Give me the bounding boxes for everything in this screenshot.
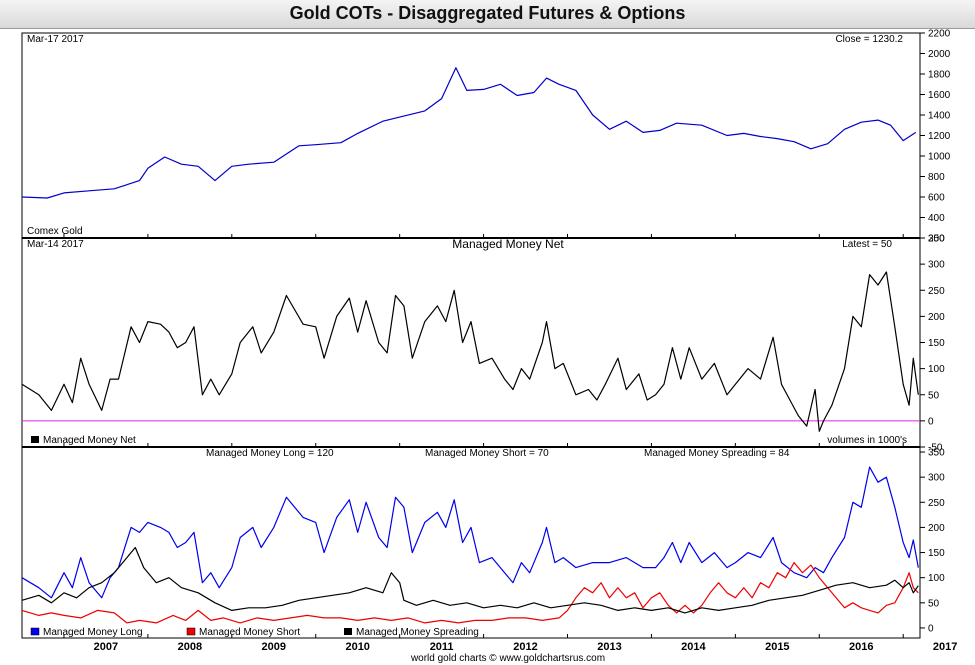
y-tick-label: 1200 xyxy=(928,131,951,142)
y-tick-label: 2000 xyxy=(928,49,951,60)
y-tick-label: 200 xyxy=(928,312,945,323)
price-instrument-label: Comex Gold xyxy=(27,226,83,237)
x-tick-label: 2007 xyxy=(94,641,118,653)
y-tick-label: 50 xyxy=(928,598,940,609)
y-tick-label: 50 xyxy=(928,390,940,401)
short-header: Managed Money Short = 70 xyxy=(425,448,549,459)
y-tick-label: 0 xyxy=(928,416,934,427)
price-panel xyxy=(21,32,921,239)
price-close-label: Close = 1230.2 xyxy=(835,34,903,45)
y-tick-label: 1400 xyxy=(928,111,951,122)
legend-label-spreading: Managed Money Spreading xyxy=(356,627,479,638)
y-tick-label: 250 xyxy=(928,498,945,509)
managed-money-net-line xyxy=(21,271,919,432)
volume-unit-label: volumes in 1000's xyxy=(827,435,907,446)
x-tick-label: 2008 xyxy=(178,641,202,653)
net-latest-label: Latest = 50 xyxy=(842,239,892,250)
legend-label-long: Managed Money Long xyxy=(43,627,143,638)
x-tick-label: 2010 xyxy=(345,641,369,653)
footer-credit: world gold charts © www.goldchartsrus.co… xyxy=(410,653,605,664)
legend-swatch-spreading xyxy=(344,628,352,635)
x-tick-label: 2015 xyxy=(765,641,789,653)
chart-title: Gold COTs - Disaggregated Futures & Opti… xyxy=(289,3,686,23)
y-tick-label: 300 xyxy=(928,260,945,271)
y-tick-label: 800 xyxy=(928,172,945,183)
y-tick-label: 100 xyxy=(928,573,945,584)
net-panel xyxy=(21,237,921,448)
x-tick-label: 2013 xyxy=(597,641,621,653)
y-tick-label: 300 xyxy=(928,473,945,484)
legend-label-short: Managed Money Short xyxy=(199,627,300,638)
price-date-label: Mar-17 2017 xyxy=(27,34,84,45)
x-tick-label: 2011 xyxy=(430,641,454,653)
managed-money-long-line xyxy=(21,466,919,599)
x-tick-label: 2016 xyxy=(849,641,873,653)
y-tick-label: 400 xyxy=(928,213,945,224)
spreading-header: Managed Money Spreading = 84 xyxy=(644,448,790,459)
legend-swatch-short xyxy=(186,627,196,636)
y-tick-label: 1600 xyxy=(928,90,951,101)
y-tick-label: 350 xyxy=(928,234,945,245)
y-tick-label: 200 xyxy=(928,234,945,245)
managed-money-short-line xyxy=(21,562,919,624)
x-tick-label: 2014 xyxy=(681,641,706,653)
managed-money-spreading-line xyxy=(21,546,919,614)
y-tick-label: 1800 xyxy=(928,70,951,81)
x-tick-label: 2012 xyxy=(513,641,537,653)
net-panel-title: Managed Money Net xyxy=(452,237,564,251)
y-tick-label: -50 xyxy=(928,443,943,454)
x-tick-label: 2017 xyxy=(933,641,957,653)
y-tick-label: 600 xyxy=(928,193,945,204)
legend-label-net: Managed Money Net xyxy=(43,435,136,446)
y-tick-label: 200 xyxy=(928,523,945,534)
y-tick-label: 1000 xyxy=(928,152,951,163)
components-panel xyxy=(21,446,921,639)
x-tick-label: 2009 xyxy=(262,641,286,653)
legend-swatch-net xyxy=(31,436,39,443)
title-bar: Gold COTs - Disaggregated Futures & Opti… xyxy=(0,0,975,29)
y-tick-label: 100 xyxy=(928,364,945,375)
y-tick-label: 2200 xyxy=(928,29,951,40)
y-tick-label: 350 xyxy=(928,448,945,459)
y-tick-label: 150 xyxy=(928,338,945,349)
net-date-label: Mar-14 2017 xyxy=(27,239,84,250)
gold-price-line xyxy=(21,67,917,199)
y-tick-label: 150 xyxy=(928,548,945,559)
y-tick-label: 250 xyxy=(928,286,945,297)
y-tick-label: 0 xyxy=(928,623,934,634)
long-header: Managed Money Long = 120 xyxy=(206,448,334,459)
legend-swatch-long xyxy=(30,627,40,636)
